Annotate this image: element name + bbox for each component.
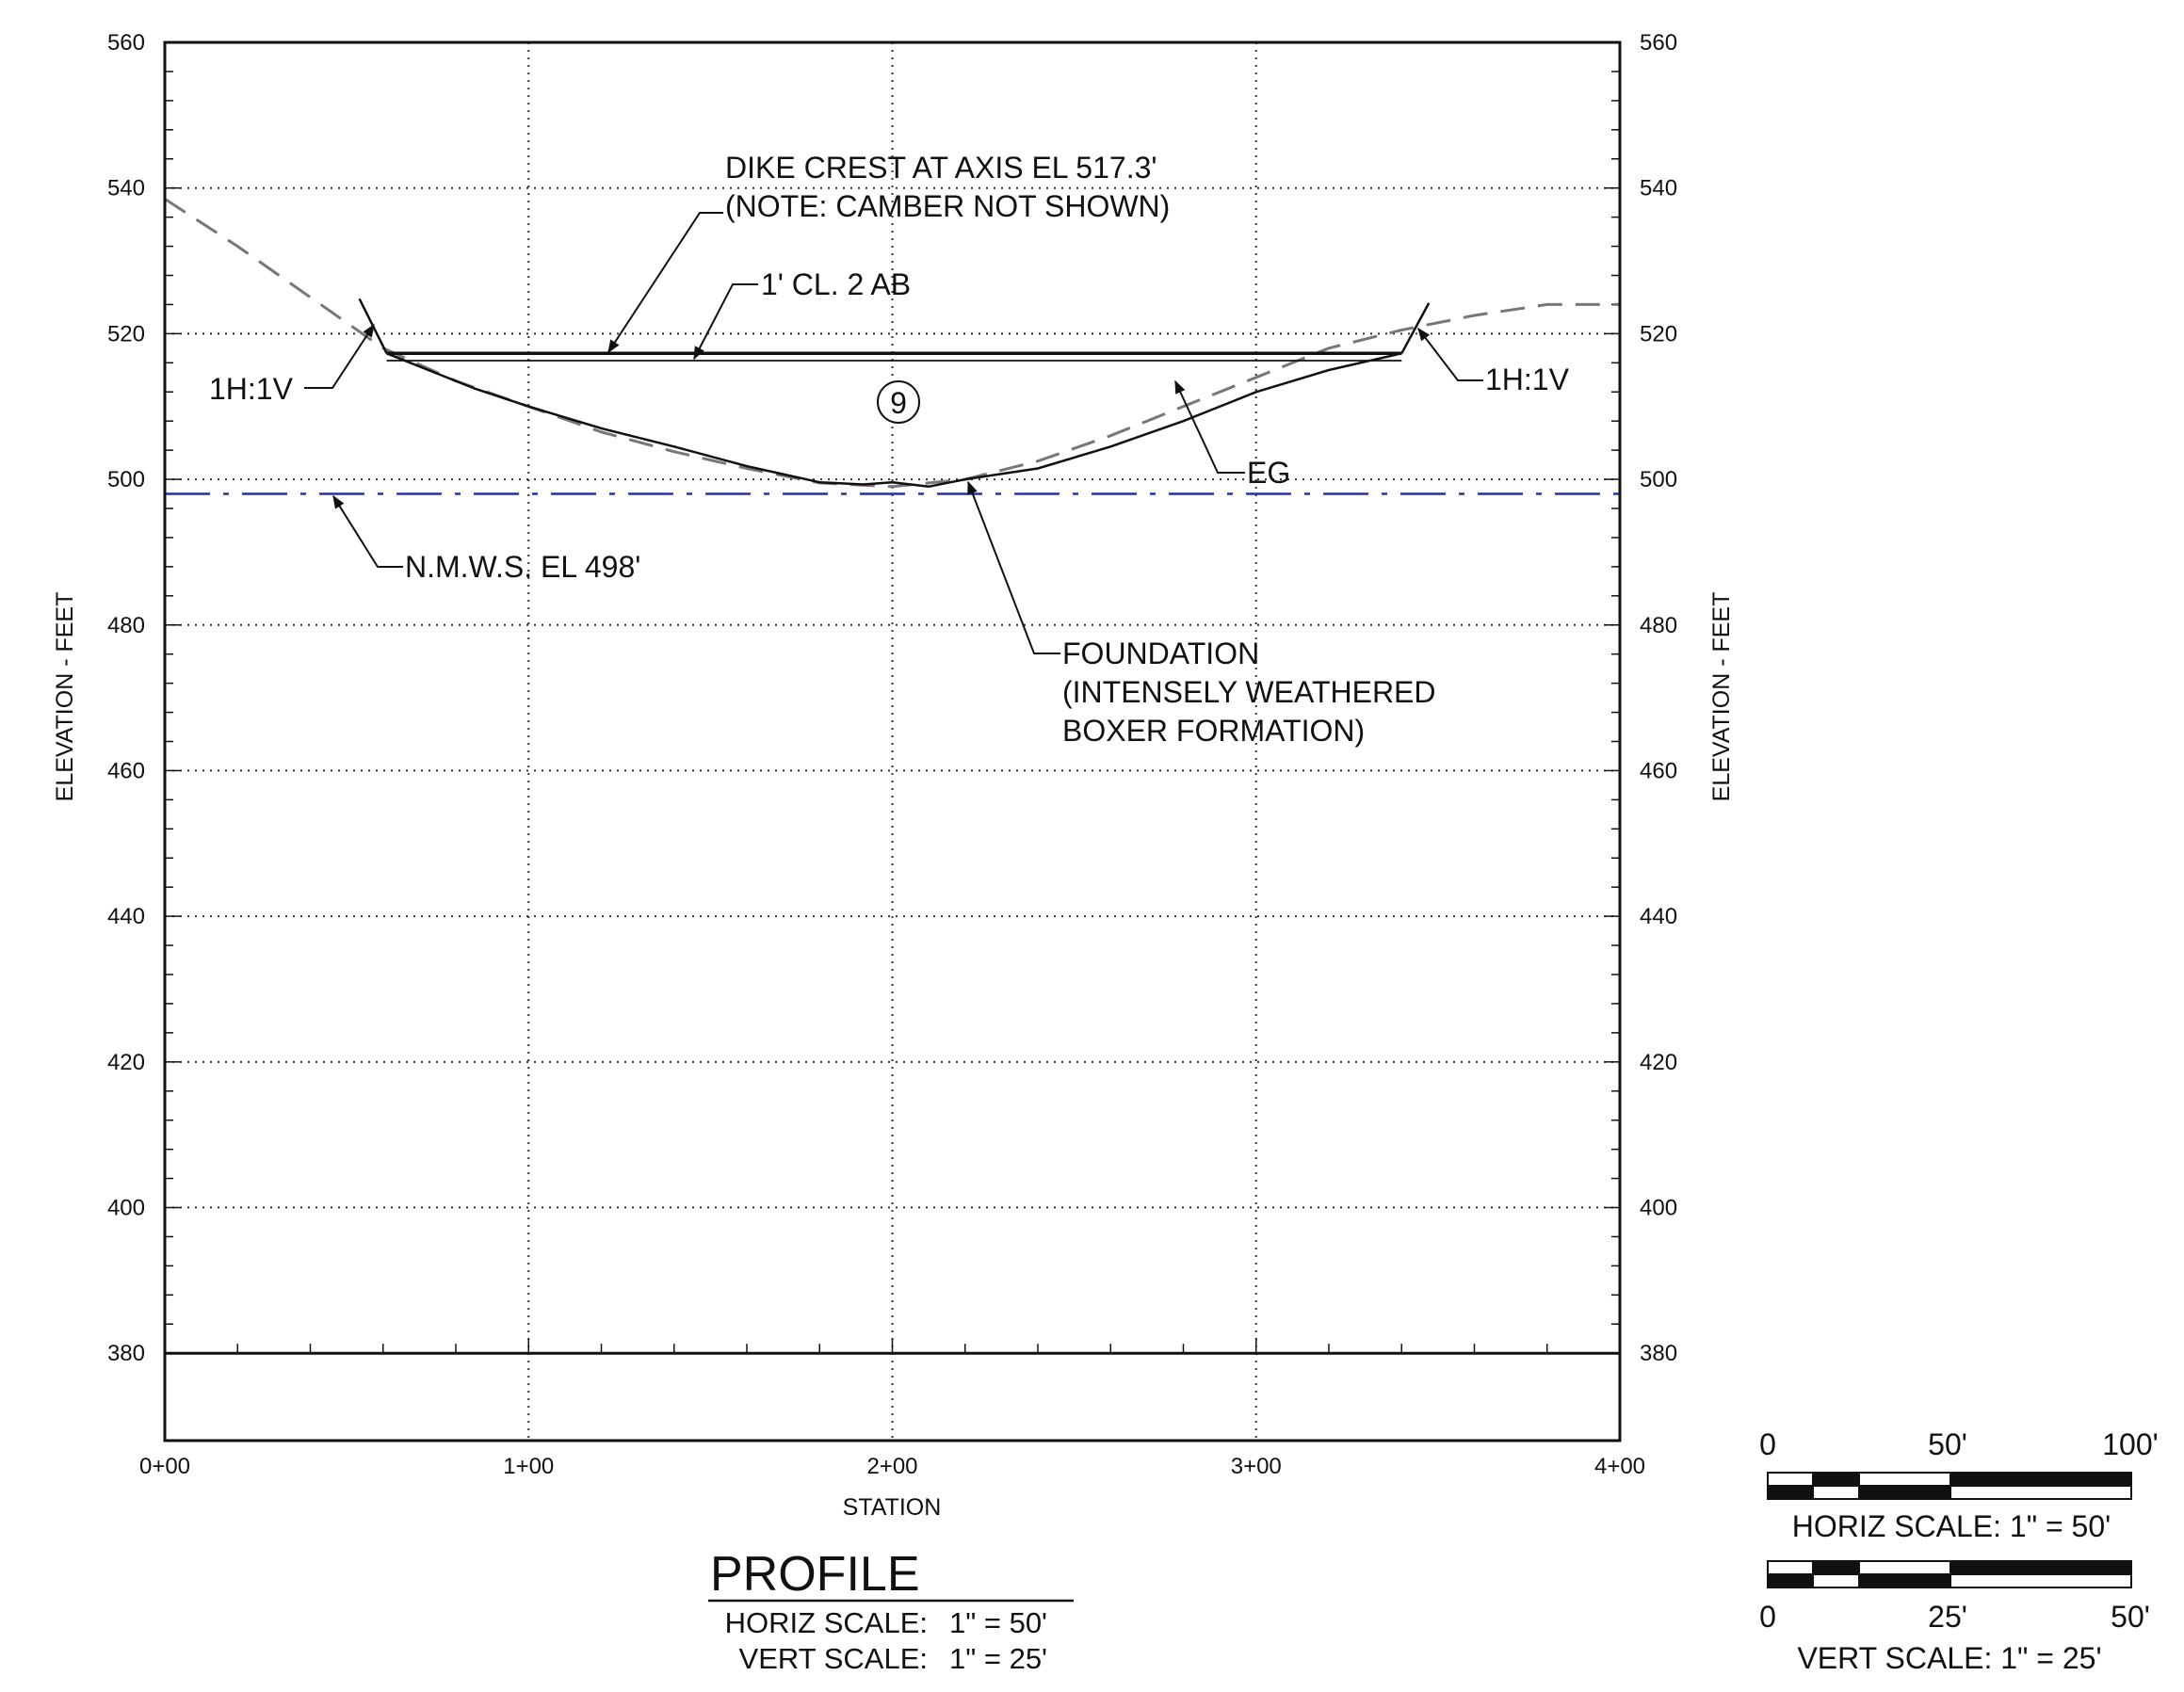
y-tick-label-left: 420 (107, 1050, 145, 1075)
y-axis-title-right: ELEVATION - FEET (1708, 592, 1735, 802)
vert-scale-mid: 25' (1928, 1600, 1967, 1634)
leader-nmws (332, 494, 403, 568)
leader-dike-crest (607, 212, 723, 354)
leader-eg (1174, 379, 1245, 474)
material-zone-circle (877, 380, 920, 424)
callout-slope-right: 1H:1V (1485, 363, 1570, 396)
horiz-scale-bar: 0 50' 100' HORIZ SCALE: 1" = 50' (1759, 1427, 2159, 1543)
series-right-side-slope-1h-1v (1400, 302, 1431, 354)
y-tick-label-right: 520 (1640, 321, 1677, 346)
series-foundation (386, 352, 1402, 489)
horiz-scale-end: 100' (2102, 1427, 2159, 1461)
y-tick-label-left: 480 (107, 613, 145, 638)
x-tick-label: 4+00 (1594, 1454, 1645, 1479)
y-tick-label-left: 520 (107, 321, 145, 346)
y-tick-label-right: 400 (1640, 1196, 1677, 1221)
leader-ab (693, 283, 758, 361)
callout-dike-crest-line1: DIKE CREST AT AXIS EL 517.3' (725, 151, 1157, 185)
profile-series (164, 198, 1620, 495)
y-tick-label-left: 460 (107, 758, 145, 783)
y-tick-label-left: 380 (107, 1341, 145, 1366)
leader-slope-left (304, 323, 375, 389)
x-axis-title: STATION (843, 1494, 942, 1521)
vert-scale-bar: 0 25' 50' VERT SCALE: 1" = 25' (1759, 1560, 2150, 1675)
y-tick-label-left: 500 (107, 467, 145, 492)
x-tick-label: 3+00 (1231, 1454, 1282, 1479)
y-tick-label-left: 400 (107, 1196, 145, 1221)
title-vert-scale-value: 1" = 25' (949, 1642, 1047, 1675)
horiz-scale-caption: HORIZ SCALE: 1" = 50' (1792, 1509, 2111, 1543)
y-tick-label-right: 460 (1640, 758, 1677, 783)
drawing-title: PROFILE (710, 1547, 920, 1602)
plot-frame (163, 40, 1622, 1442)
leader-foundation (967, 480, 1060, 654)
vert-scale-start: 0 (1759, 1600, 1776, 1634)
title-vert-scale-label: VERT SCALE: (739, 1642, 928, 1675)
x-tick-label: 0+00 (139, 1454, 190, 1479)
callout-slope-left: 1H:1V (209, 372, 294, 406)
title-horiz-scale-label: HORIZ SCALE: (725, 1606, 928, 1639)
vert-scale-caption: VERT SCALE: 1" = 25' (1797, 1641, 2101, 1675)
title-horiz-scale-value: 1" = 50' (949, 1606, 1047, 1639)
x-tick-label: 1+00 (503, 1454, 554, 1479)
y-tick-label-right: 560 (1640, 30, 1677, 56)
vert-scale-end: 50' (2111, 1600, 2150, 1634)
x-tick-label: 2+00 (866, 1454, 917, 1479)
material-zone-number: 9 (890, 386, 907, 420)
callout-eg: EG (1247, 456, 1290, 490)
series-eg (164, 198, 1620, 489)
callout-foundation-line3: BOXER FORMATION) (1062, 714, 1365, 748)
y-tick-label-left: 560 (107, 30, 145, 56)
y-axis-title-left: ELEVATION - FEET (52, 592, 78, 802)
y-tick-label-right: 440 (1640, 904, 1677, 929)
y-tick-label-left: 440 (107, 904, 145, 929)
y-tick-label-right: 500 (1640, 467, 1677, 492)
y-tick-label-right: 480 (1640, 613, 1677, 638)
y-tick-label-right: 380 (1640, 1341, 1677, 1366)
callout-dike-crest-line2: (NOTE: CAMBER NOT SHOWN) (725, 189, 1170, 223)
callout-ab: 1' CL. 2 AB (761, 267, 911, 301)
horiz-scale-start: 0 (1759, 1427, 1776, 1461)
callout-foundation-line2: (INTENSELY WEATHERED (1062, 675, 1436, 709)
tick-labels: 380 380 400 400 420 420 440 440 460 460 480 480 500 5… (107, 30, 1677, 1479)
callout-foundation-line1: FOUNDATION (1062, 637, 1259, 670)
y-tick-label-left: 540 (107, 176, 145, 201)
callout-nmws: N.M.W.S. EL 498' (405, 550, 640, 584)
leader-slope-right (1417, 327, 1483, 381)
leader-lines (304, 212, 1483, 654)
grid-lines (165, 42, 1620, 1441)
y-tick-label-right: 420 (1640, 1050, 1677, 1075)
y-tick-label-right: 540 (1640, 176, 1677, 201)
horiz-scale-mid: 50' (1928, 1427, 1967, 1461)
